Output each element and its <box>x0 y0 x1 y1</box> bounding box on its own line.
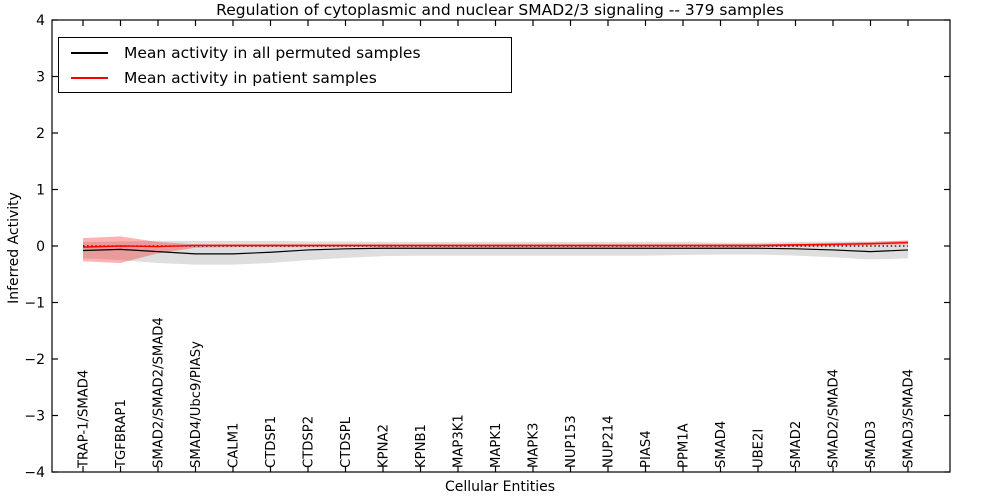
legend-line-red-icon <box>71 76 108 79</box>
std-bands <box>83 236 908 265</box>
x-tick-label: PIAS4 <box>639 430 654 468</box>
x-tick-label: NUP153 <box>564 415 579 468</box>
legend-label-patient: Mean activity in patient samples <box>124 68 377 87</box>
chart-title: Regulation of cytoplasmic and nuclear SM… <box>216 1 784 19</box>
x-tick-label: SMAD2/SMAD2/SMAD4 <box>152 317 167 468</box>
x-tick-label: SMAD2 <box>789 421 804 468</box>
x-tick-label: TRAP-1/SMAD4 <box>77 370 92 469</box>
x-axis-ticks: TRAP-1/SMAD4 TGFBRAP1 SMAD2/SMAD2/SMAD4 SMA… <box>77 20 917 472</box>
y-tick-label: 1 <box>36 183 45 199</box>
y-axis-ticks: 4 3 2 1 0 −1 −2 −3 −4 <box>24 13 950 481</box>
y-tick-label: 4 <box>36 13 45 29</box>
x-tick-label: MAPK3 <box>527 423 542 468</box>
legend-box: Mean activity in all permuted samples Me… <box>58 37 512 93</box>
x-tick-label: KPNA2 <box>377 424 392 468</box>
y-tick-label: −4 <box>24 465 45 481</box>
x-tick-label: SMAD3 <box>864 421 879 468</box>
legend-entry-patient: Mean activity in patient samples <box>59 65 511 90</box>
x-tick-label: SMAD4/Ubc9/PIASy <box>189 341 204 468</box>
x-tick-label: CTDSP2 <box>302 416 317 468</box>
x-tick-label: UBE2I <box>752 429 767 468</box>
x-tick-label: CALM1 <box>227 423 242 468</box>
x-tick-label: SMAD2/SMAD4 <box>827 369 842 468</box>
x-axis-label: Cellular Entities <box>444 479 556 495</box>
legend-entry-permuted: Mean activity in all permuted samples <box>59 40 511 65</box>
x-tick-label: KPNB1 <box>414 424 429 468</box>
series-lines <box>82 241 909 255</box>
y-tick-label: 0 <box>36 239 45 255</box>
x-tick-label: SMAD4 <box>714 421 729 468</box>
x-tick-label: CTDSPL <box>339 416 354 468</box>
y-tick-label: −1 <box>24 296 45 312</box>
x-tick-label: CTDSP1 <box>264 416 279 468</box>
x-tick-label: NUP214 <box>602 415 617 468</box>
permuted-mean-line <box>82 247 909 255</box>
legend-line-black-icon <box>71 51 108 54</box>
y-tick-label: 3 <box>36 70 45 86</box>
x-tick-label: TGFBRAP1 <box>114 399 129 469</box>
x-tick-label: MAP3K1 <box>452 414 467 468</box>
y-tick-label: 2 <box>36 126 45 142</box>
permuted-std-band <box>83 240 908 265</box>
x-tick-label: PPM1A <box>677 423 692 468</box>
y-tick-label: −3 <box>24 409 45 425</box>
x-tick-label: SMAD3/SMAD4 <box>902 369 917 468</box>
y-axis-label: Inferred Activity <box>6 192 22 304</box>
y-tick-label: −2 <box>24 352 45 368</box>
x-tick-label: MAPK1 <box>489 423 504 468</box>
legend-label-permuted: Mean activity in all permuted samples <box>124 43 421 62</box>
patient-mean-line <box>82 241 909 248</box>
